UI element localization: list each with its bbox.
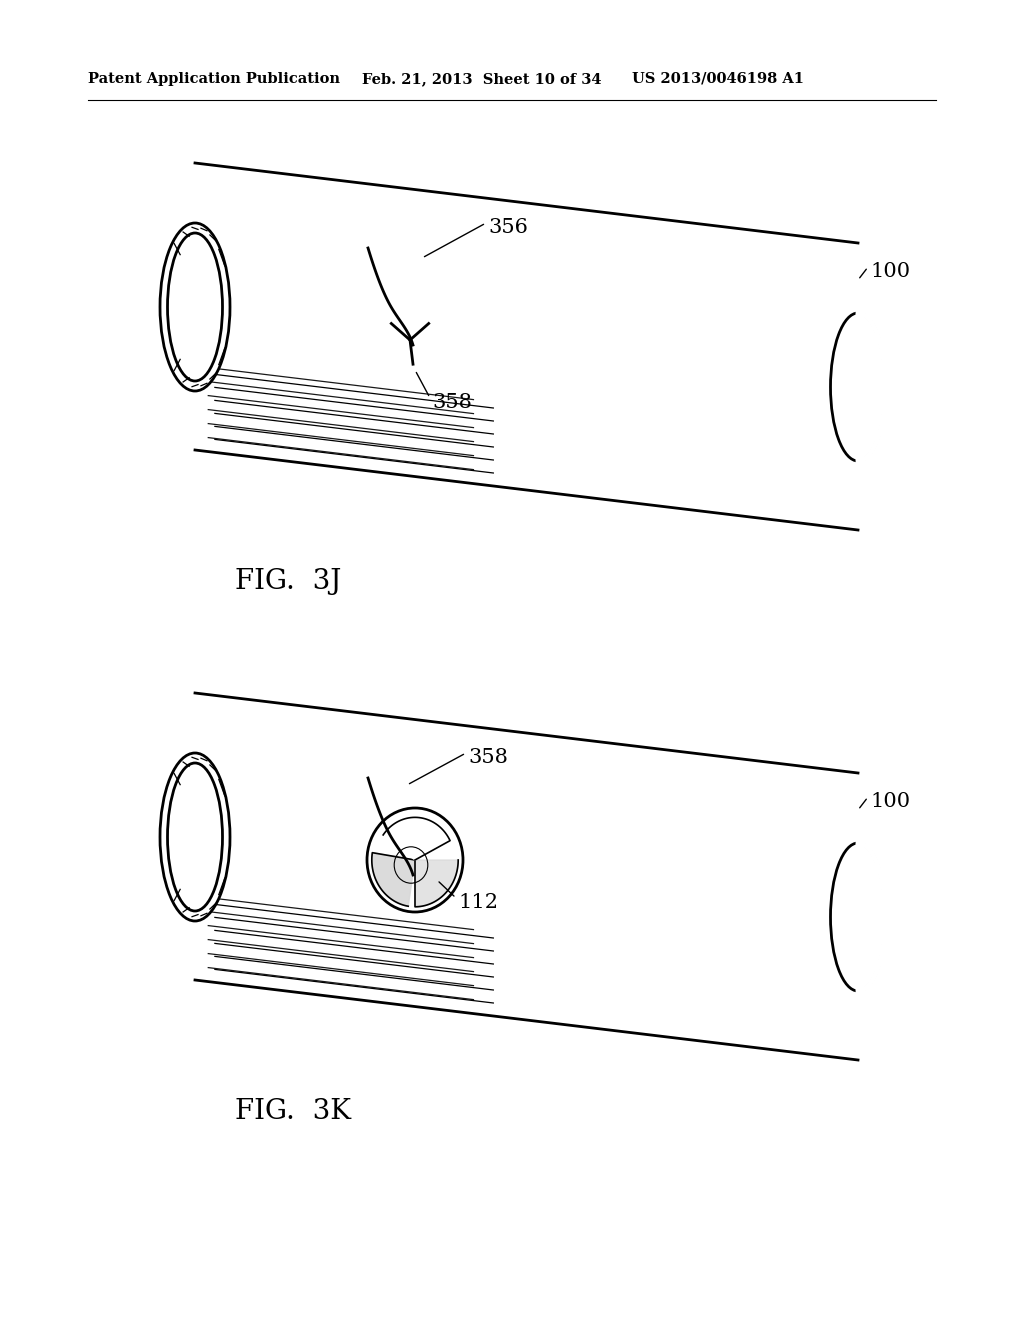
Polygon shape xyxy=(195,162,858,531)
Text: 358: 358 xyxy=(468,748,508,767)
Polygon shape xyxy=(195,693,858,1060)
Text: FIG.  3K: FIG. 3K xyxy=(234,1098,351,1125)
Text: 100: 100 xyxy=(870,792,910,810)
Text: FIG.  3J: FIG. 3J xyxy=(234,568,341,595)
Text: Feb. 21, 2013  Sheet 10 of 34: Feb. 21, 2013 Sheet 10 of 34 xyxy=(362,73,601,86)
Polygon shape xyxy=(415,861,458,907)
Text: 358: 358 xyxy=(432,393,472,412)
Ellipse shape xyxy=(160,223,230,391)
Ellipse shape xyxy=(168,234,222,381)
Ellipse shape xyxy=(830,843,886,991)
Text: 356: 356 xyxy=(488,218,528,238)
Polygon shape xyxy=(383,817,451,861)
Ellipse shape xyxy=(830,313,886,461)
Text: 112: 112 xyxy=(458,894,498,912)
Text: US 2013/0046198 A1: US 2013/0046198 A1 xyxy=(632,73,804,86)
Ellipse shape xyxy=(160,752,230,921)
Text: Patent Application Publication: Patent Application Publication xyxy=(88,73,340,86)
Ellipse shape xyxy=(168,763,222,911)
Text: 100: 100 xyxy=(870,261,910,281)
Polygon shape xyxy=(372,853,415,907)
Ellipse shape xyxy=(367,808,463,912)
